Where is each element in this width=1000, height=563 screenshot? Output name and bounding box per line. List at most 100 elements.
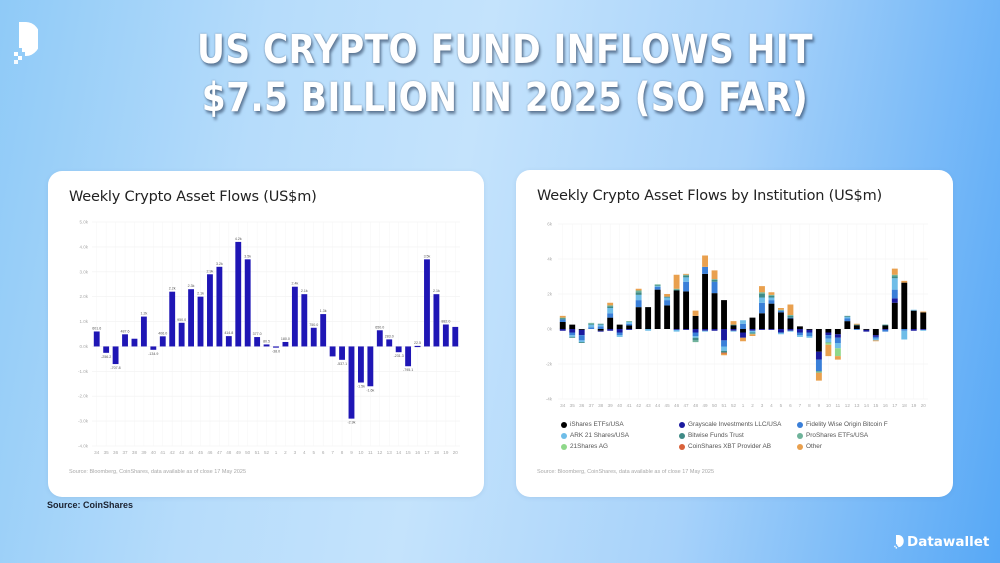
legend-item: 21Shares AG bbox=[561, 443, 679, 450]
svg-text:35: 35 bbox=[104, 450, 110, 455]
svg-text:37: 37 bbox=[122, 450, 128, 455]
legend-label: iShares ETFs/USA bbox=[570, 421, 624, 428]
legend-item: ARK 21 Shares/USA bbox=[561, 432, 679, 439]
svg-text:37: 37 bbox=[589, 403, 595, 408]
svg-text:-4.0k: -4.0k bbox=[78, 444, 89, 449]
headline-line-2: $7.5 BILLION IN 2025 (SO FAR) bbox=[201, 75, 809, 121]
svg-text:4: 4 bbox=[303, 450, 306, 455]
legend-item: iShares ETFs/USA bbox=[561, 421, 679, 428]
institution-flows-card: Weekly Crypto Asset Flows by Institution… bbox=[516, 170, 953, 497]
svg-text:6: 6 bbox=[322, 450, 325, 455]
datawallet-logo-icon bbox=[14, 22, 38, 64]
svg-text:8: 8 bbox=[341, 450, 344, 455]
svg-text:42: 42 bbox=[170, 450, 176, 455]
svg-text:46: 46 bbox=[207, 450, 213, 455]
datawallet-logo-icon bbox=[894, 534, 904, 549]
legend-item: Fidelity Wise Origin Bitcoin F bbox=[797, 421, 931, 428]
svg-text:283.0: 283.0 bbox=[385, 334, 394, 338]
svg-text:48: 48 bbox=[226, 450, 232, 455]
svg-text:50: 50 bbox=[712, 403, 718, 408]
svg-text:650.0: 650.0 bbox=[375, 325, 384, 329]
legend-dot-icon bbox=[679, 443, 685, 450]
svg-text:34: 34 bbox=[560, 403, 566, 408]
legend-label: Fidelity Wise Origin Bitcoin F bbox=[806, 421, 888, 428]
svg-text:34: 34 bbox=[94, 450, 100, 455]
svg-text:-1.6k: -1.6k bbox=[366, 388, 374, 392]
svg-text:16: 16 bbox=[415, 450, 421, 455]
svg-text:-795.1: -795.1 bbox=[403, 368, 413, 372]
svg-text:15: 15 bbox=[873, 403, 879, 408]
legend-dot-icon bbox=[679, 432, 685, 439]
svg-text:2.1k: 2.1k bbox=[301, 289, 308, 293]
svg-text:10: 10 bbox=[826, 403, 832, 408]
svg-text:4.2k: 4.2k bbox=[235, 237, 242, 241]
svg-text:47: 47 bbox=[684, 403, 690, 408]
svg-text:-231.3: -231.3 bbox=[394, 354, 404, 358]
svg-text:47: 47 bbox=[217, 450, 223, 455]
svg-text:3.5k: 3.5k bbox=[244, 254, 251, 258]
svg-text:5: 5 bbox=[312, 450, 315, 455]
svg-text:19: 19 bbox=[443, 450, 449, 455]
chart-source-note: Source: Bloomberg, CoinShares, data avai… bbox=[69, 469, 247, 475]
svg-text:20: 20 bbox=[921, 403, 927, 408]
chart-title: Weekly Crypto Asset Flows (US$m) bbox=[69, 189, 317, 205]
svg-text:1: 1 bbox=[275, 450, 278, 455]
legend-dot-icon bbox=[797, 432, 803, 439]
svg-text:12: 12 bbox=[845, 403, 851, 408]
svg-text:4: 4 bbox=[770, 403, 773, 408]
svg-text:45: 45 bbox=[665, 403, 671, 408]
svg-text:406.0: 406.0 bbox=[158, 331, 167, 335]
svg-text:41: 41 bbox=[627, 403, 633, 408]
svg-text:7: 7 bbox=[331, 450, 334, 455]
svg-text:38: 38 bbox=[132, 450, 138, 455]
svg-text:19: 19 bbox=[911, 403, 917, 408]
svg-text:18: 18 bbox=[902, 403, 908, 408]
svg-text:17: 17 bbox=[892, 403, 898, 408]
legend-dot-icon bbox=[679, 421, 685, 428]
svg-text:2.3k: 2.3k bbox=[188, 284, 195, 288]
svg-text:16: 16 bbox=[883, 403, 889, 408]
svg-text:13: 13 bbox=[854, 403, 860, 408]
svg-text:487.6: 487.6 bbox=[121, 329, 130, 333]
svg-text:35: 35 bbox=[570, 403, 576, 408]
svg-text:2.1k: 2.1k bbox=[197, 292, 204, 296]
svg-text:14: 14 bbox=[396, 450, 402, 455]
weekly-flows-card: Weekly Crypto Asset Flows (US$m) 5.0k 4.0… bbox=[48, 171, 484, 497]
svg-text:1.2k: 1.2k bbox=[140, 312, 147, 316]
legend-dot-icon bbox=[561, 443, 567, 450]
weekly-flows-bar-chart: 5.0k 4.0k 3.0k 2.0k 1.0k 0.0k -1.0k -2.0k -3.0k -… bbox=[78, 220, 460, 455]
svg-text:15: 15 bbox=[406, 450, 412, 455]
svg-text:51: 51 bbox=[721, 403, 727, 408]
svg-text:3.0k: 3.0k bbox=[79, 269, 88, 274]
legend-item: ProShares ETFs/USA bbox=[797, 432, 931, 439]
svg-text:6: 6 bbox=[789, 403, 792, 408]
svg-text:1.3k: 1.3k bbox=[320, 309, 327, 313]
svg-text:14: 14 bbox=[864, 403, 870, 408]
svg-text:36: 36 bbox=[113, 450, 119, 455]
svg-text:39: 39 bbox=[608, 403, 614, 408]
svg-text:2.0k: 2.0k bbox=[79, 294, 88, 299]
page-headline: US CRYPTO FUND INFLOWS HIT $7.5 BILLION … bbox=[105, 26, 905, 122]
svg-text:12: 12 bbox=[377, 450, 383, 455]
headline-line-1: US CRYPTO FUND INFLOWS HIT bbox=[196, 27, 814, 73]
svg-text:10: 10 bbox=[358, 450, 364, 455]
legend-dot-icon bbox=[561, 432, 567, 439]
svg-text:882.0: 882.0 bbox=[441, 319, 450, 323]
svg-text:5.0k: 5.0k bbox=[79, 220, 88, 225]
svg-text:-4k: -4k bbox=[546, 397, 553, 402]
svg-text:36: 36 bbox=[579, 403, 585, 408]
legend-label: Grayscale Investments LLC/USA bbox=[688, 421, 782, 428]
svg-text:2k: 2k bbox=[547, 292, 553, 297]
legend-label: 21Shares AG bbox=[570, 443, 609, 450]
svg-text:22.5: 22.5 bbox=[414, 341, 421, 345]
svg-text:377.0: 377.0 bbox=[253, 332, 262, 336]
svg-text:46: 46 bbox=[674, 403, 680, 408]
svg-text:950.0: 950.0 bbox=[177, 318, 186, 322]
svg-text:9: 9 bbox=[350, 450, 353, 455]
legend-label: ProShares ETFs/USA bbox=[806, 432, 869, 439]
source-credit: Source: CoinShares bbox=[47, 500, 134, 510]
svg-text:43: 43 bbox=[179, 450, 185, 455]
svg-text:9: 9 bbox=[818, 403, 821, 408]
svg-text:40: 40 bbox=[617, 403, 623, 408]
